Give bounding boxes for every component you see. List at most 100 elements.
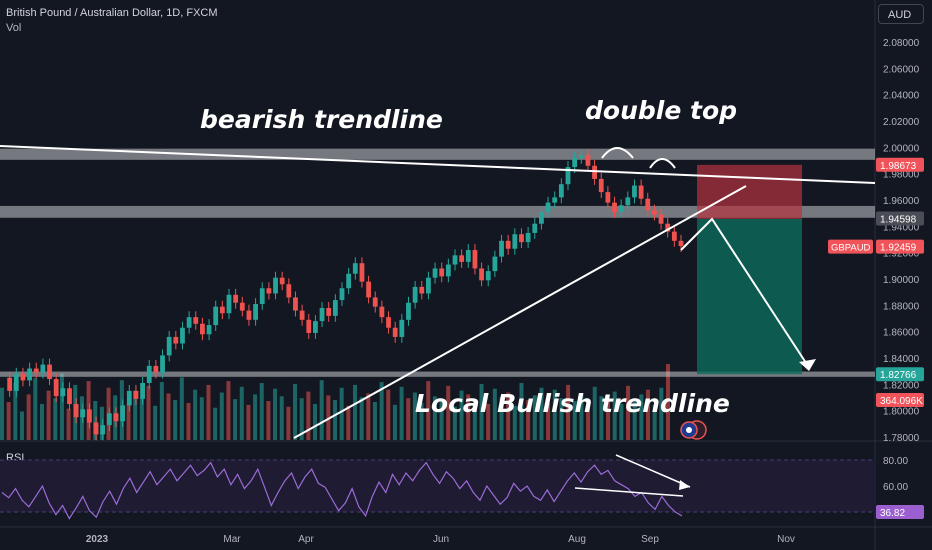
candle-body xyxy=(33,368,39,373)
candle-body xyxy=(186,317,192,328)
candle-body xyxy=(366,281,371,298)
candle-body xyxy=(53,379,59,397)
volume-bar xyxy=(53,398,58,440)
volume-bar xyxy=(246,404,251,440)
volume-bar xyxy=(46,390,51,440)
candle-body xyxy=(432,268,438,278)
volume-bar xyxy=(66,408,71,440)
candle-body xyxy=(658,214,664,224)
currency-button[interactable]: AUD xyxy=(878,4,924,24)
candle-body xyxy=(406,302,411,320)
price-tick-label: 2.02000 xyxy=(883,117,920,128)
rsi-arrowhead xyxy=(679,480,690,490)
rsi-line xyxy=(1,461,683,520)
zone-1 xyxy=(0,205,875,218)
candle-body xyxy=(512,234,518,249)
candle-body xyxy=(499,240,504,257)
volume-bar xyxy=(486,403,491,440)
bullish-trendline-annotation: Local Bullish trendline xyxy=(415,389,730,418)
volume-bar xyxy=(19,411,24,440)
time-axis: 2023 Mar Apr Jun Aug Sep Nov xyxy=(86,534,795,545)
candle-body xyxy=(372,297,378,307)
candle-body xyxy=(40,364,46,373)
rsi-divergence-line-high xyxy=(615,454,691,488)
candle-body xyxy=(67,388,72,405)
volume-bar xyxy=(333,400,337,440)
candle-body xyxy=(266,288,272,294)
volume-bar xyxy=(179,377,184,440)
volume-bar xyxy=(539,387,544,440)
candle-body xyxy=(479,268,484,281)
rsi-value-box xyxy=(876,505,924,519)
candle-body xyxy=(13,373,19,391)
rsi-band xyxy=(0,460,875,512)
candles xyxy=(7,149,684,441)
candle-body xyxy=(306,319,312,333)
volume-bar xyxy=(619,403,624,440)
volume-bar xyxy=(399,386,404,440)
candle-body xyxy=(200,323,205,335)
volume-bar xyxy=(406,398,411,440)
volume-bar xyxy=(126,403,131,440)
candle-body xyxy=(492,256,498,272)
candle-body xyxy=(93,422,99,435)
candle-body xyxy=(259,288,265,305)
stop-loss-zone xyxy=(697,164,802,219)
price-tick-label: 1.98000 xyxy=(883,170,920,181)
volume-bar xyxy=(386,389,391,440)
volume-bar xyxy=(33,378,38,440)
candle-body xyxy=(585,155,591,166)
volume-bar xyxy=(199,397,204,440)
candle-body xyxy=(485,271,491,281)
symbol-tag-text: GBPAUD xyxy=(831,243,871,254)
candle-body xyxy=(319,307,325,322)
candle-body xyxy=(645,198,651,211)
volume-bar xyxy=(446,385,451,440)
volume-bar xyxy=(59,373,64,440)
volume-bar xyxy=(6,402,11,440)
candle-body xyxy=(578,155,584,158)
volume-bar xyxy=(239,386,244,440)
volume-bar xyxy=(526,400,531,440)
volume-bar xyxy=(293,383,298,440)
candle-body xyxy=(618,205,624,212)
volume-bar xyxy=(432,396,437,440)
volume-bar xyxy=(419,402,424,440)
price-label-box xyxy=(876,211,924,226)
volume-bar xyxy=(153,405,158,440)
price-tick-label: 1.90000 xyxy=(883,275,920,286)
volume-bar xyxy=(279,396,284,440)
bearish-trendline xyxy=(0,145,876,184)
volume-bar xyxy=(99,406,104,440)
candle-body xyxy=(326,307,332,316)
volume-bar xyxy=(546,402,551,440)
events-icon[interactable] xyxy=(680,420,707,440)
candle-body xyxy=(592,165,597,179)
candle-body xyxy=(332,300,338,316)
price-tick-label: 1.84000 xyxy=(883,354,920,365)
candle-body xyxy=(472,250,478,269)
volume-bar xyxy=(652,404,657,440)
candle-body xyxy=(612,202,617,212)
price-label-text: 1.94598 xyxy=(880,214,917,225)
candle-body xyxy=(313,321,318,333)
price-tick-label: 1.78000 xyxy=(883,433,920,444)
volume-bar xyxy=(626,385,631,440)
chart-title: British Pound / Australian Dollar, 1D, F… xyxy=(6,7,218,19)
candle-body xyxy=(120,405,126,422)
candle-body xyxy=(552,197,558,203)
price-tick-label: 1.92000 xyxy=(883,249,920,260)
price-labels: 1.98673 1.94598 1.92459 GBPAUD 1.82766 364.09… xyxy=(828,157,924,519)
candle-body xyxy=(359,263,365,282)
candle-body xyxy=(525,232,531,243)
volume-bar xyxy=(253,394,258,440)
volume-bar xyxy=(659,387,664,440)
volume-bar xyxy=(426,381,431,440)
time-tick-label: Aug xyxy=(568,534,586,545)
candle-body xyxy=(452,255,458,265)
volume-bar xyxy=(366,393,371,440)
candle-body xyxy=(665,223,671,232)
volume-bar xyxy=(412,392,417,440)
price-tick-label: 2.00000 xyxy=(883,143,920,154)
